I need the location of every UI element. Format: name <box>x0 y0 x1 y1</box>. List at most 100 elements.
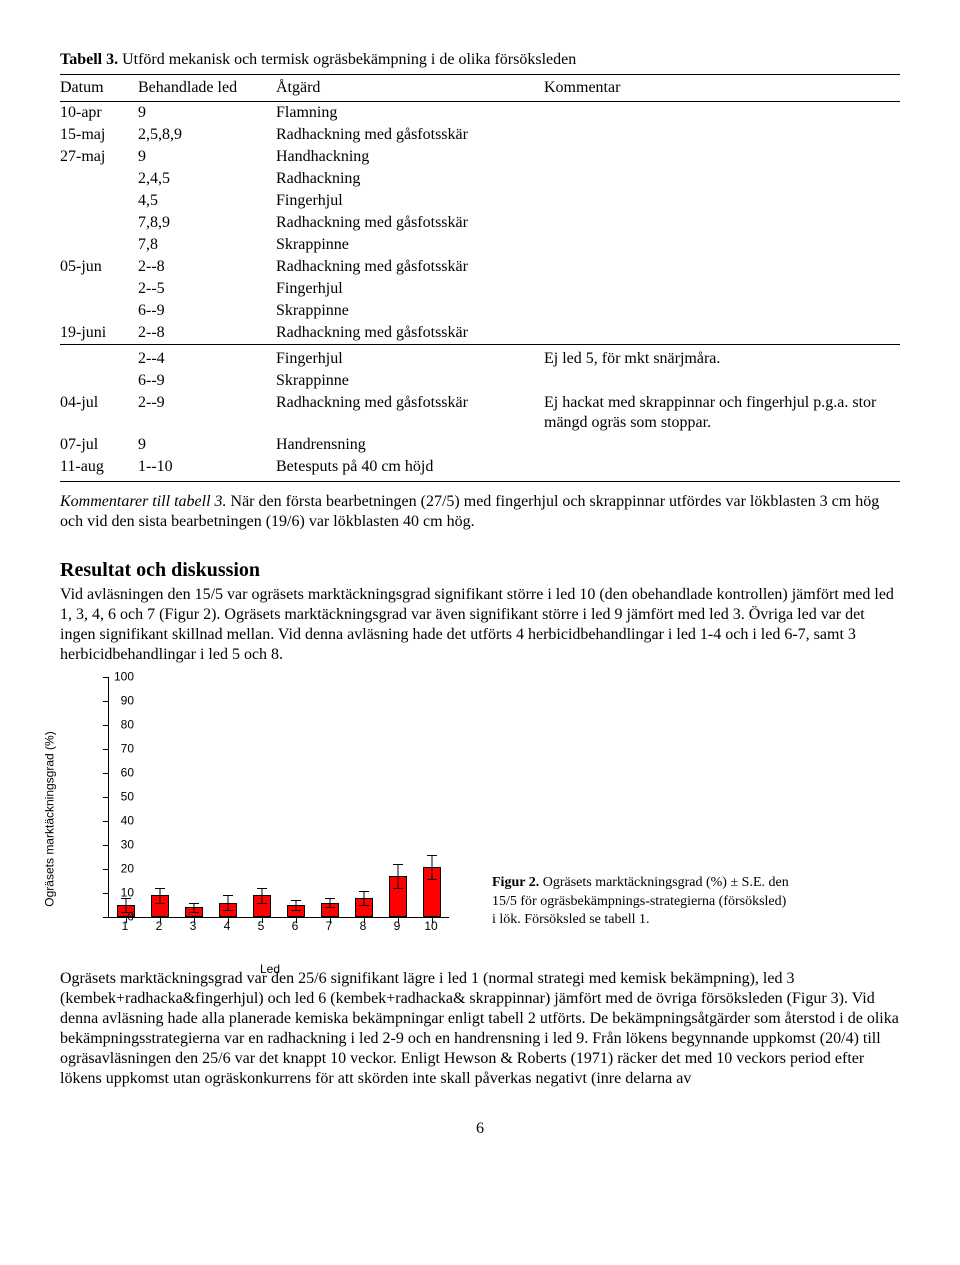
table-row: 2,4,5Radhackning <box>60 168 900 190</box>
table-row: 2--4FingerhjulEj led 5, för mkt snärjmår… <box>60 345 900 371</box>
cell: 07-jul <box>60 434 138 456</box>
y-tick-label: 50 <box>104 790 134 805</box>
error-cap <box>291 910 301 911</box>
cell: Radhackning <box>276 168 544 190</box>
y-tick-label: 30 <box>104 838 134 853</box>
cell: Flamning <box>276 102 544 125</box>
cell: Fingerhjul <box>276 190 544 212</box>
error-cap <box>223 910 233 911</box>
y-tick-label: 80 <box>104 718 134 733</box>
cell <box>60 212 138 234</box>
table-row: 4,5Fingerhjul <box>60 190 900 212</box>
cell: 7,8 <box>138 234 276 256</box>
table-row: 04-jul2--9Radhackning med gåsfotsskärEj … <box>60 392 900 434</box>
cell <box>60 370 138 392</box>
error-bar <box>262 888 263 902</box>
error-bar <box>296 900 297 910</box>
chart-wrap: Ogräsets marktäckningsgrad (%) Led 01020… <box>60 669 480 969</box>
table-row: 11-aug1--10Betesputs på 40 cm höjd <box>60 456 900 482</box>
cell: Radhackning med gåsfotsskär <box>276 392 544 434</box>
error-cap <box>189 912 199 913</box>
cell: 2,5,8,9 <box>138 124 276 146</box>
error-bar <box>228 895 229 909</box>
error-cap <box>393 888 403 889</box>
error-bar <box>160 888 161 902</box>
cell: Skrappinne <box>276 234 544 256</box>
cell <box>544 434 900 456</box>
cell: 4,5 <box>138 190 276 212</box>
figure-2-row: Ogräsets marktäckningsgrad (%) Led 01020… <box>60 669 900 969</box>
footnote-italic: Kommentarer till tabell 3. <box>60 493 227 510</box>
cell <box>544 212 900 234</box>
cell: 10-apr <box>60 102 138 125</box>
cell: Radhackning med gåsfotsskär <box>276 322 544 345</box>
th-datum: Datum <box>60 75 138 102</box>
table-row: 05-jun2--8Radhackning med gåsfotsskär <box>60 256 900 278</box>
error-cap <box>189 903 199 904</box>
error-cap <box>359 905 369 906</box>
fig-caption-bold: Figur 2. <box>492 875 539 890</box>
paragraph-2: Ogräsets marktäckningsgrad var den 25/6 … <box>60 969 900 1089</box>
table-row: 19-juni2--8Radhackning med gåsfotsskär <box>60 322 900 345</box>
table-row: 07-jul9Handrensning <box>60 434 900 456</box>
error-bar <box>398 864 399 888</box>
cell <box>60 300 138 322</box>
cell: 2--8 <box>138 256 276 278</box>
table3: Datum Behandlade led Åtgärd Kommentar 10… <box>60 74 900 482</box>
table-row: 6--9Skrappinne <box>60 370 900 392</box>
cell <box>544 190 900 212</box>
cell: 2--8 <box>138 322 276 345</box>
error-bar <box>432 855 433 879</box>
th-led: Behandlade led <box>138 75 276 102</box>
error-cap <box>325 898 335 899</box>
th-atgard: Åtgärd <box>276 75 544 102</box>
x-tick-label: 1 <box>122 919 129 934</box>
x-tick-label: 4 <box>224 919 231 934</box>
cell: 9 <box>138 102 276 125</box>
cell: 9 <box>138 434 276 456</box>
table-row: 27-maj9Handhackning <box>60 146 900 168</box>
error-cap <box>291 900 301 901</box>
error-cap <box>155 903 165 904</box>
cell: 7,8,9 <box>138 212 276 234</box>
y-tick-label: 90 <box>104 694 134 709</box>
x-tick-label: 2 <box>156 919 163 934</box>
cell: Skrappinne <box>276 300 544 322</box>
cell: Radhackning med gåsfotsskär <box>276 256 544 278</box>
cell <box>544 146 900 168</box>
table-row: 10-apr9Flamning <box>60 102 900 125</box>
cell: 1--10 <box>138 456 276 482</box>
error-cap <box>325 907 335 908</box>
cell <box>544 234 900 256</box>
error-bar <box>364 891 365 905</box>
x-tick-label: 5 <box>258 919 265 934</box>
cell: 2--4 <box>138 345 276 371</box>
cell: Fingerhjul <box>276 278 544 300</box>
error-cap <box>257 888 267 889</box>
table-caption: Tabell 3. Utförd mekanisk och termisk og… <box>60 50 900 70</box>
cell: 04-jul <box>60 392 138 434</box>
x-tick-label: 6 <box>292 919 299 934</box>
cell <box>60 278 138 300</box>
x-tick-label: 8 <box>360 919 367 934</box>
x-tick-label: 7 <box>326 919 333 934</box>
cell: Handhackning <box>276 146 544 168</box>
error-cap <box>155 888 165 889</box>
cell: Handrensning <box>276 434 544 456</box>
table-caption-bold: Tabell 3. <box>60 51 118 68</box>
table-caption-rest: Utförd mekanisk och termisk ogräsbekämpn… <box>118 51 576 68</box>
cell: 19-juni <box>60 322 138 345</box>
cell: Betesputs på 40 cm höjd <box>276 456 544 482</box>
cell: 9 <box>138 146 276 168</box>
cell: 27-maj <box>60 146 138 168</box>
cell: Fingerhjul <box>276 345 544 371</box>
cell: 6--9 <box>138 370 276 392</box>
y-tick-label: 70 <box>104 742 134 757</box>
cell: 2--5 <box>138 278 276 300</box>
y-tick-label: 60 <box>104 766 134 781</box>
cell: 6--9 <box>138 300 276 322</box>
cell: 2,4,5 <box>138 168 276 190</box>
table-row: 7,8Skrappinne <box>60 234 900 256</box>
cell: 11-aug <box>60 456 138 482</box>
cell <box>544 370 900 392</box>
